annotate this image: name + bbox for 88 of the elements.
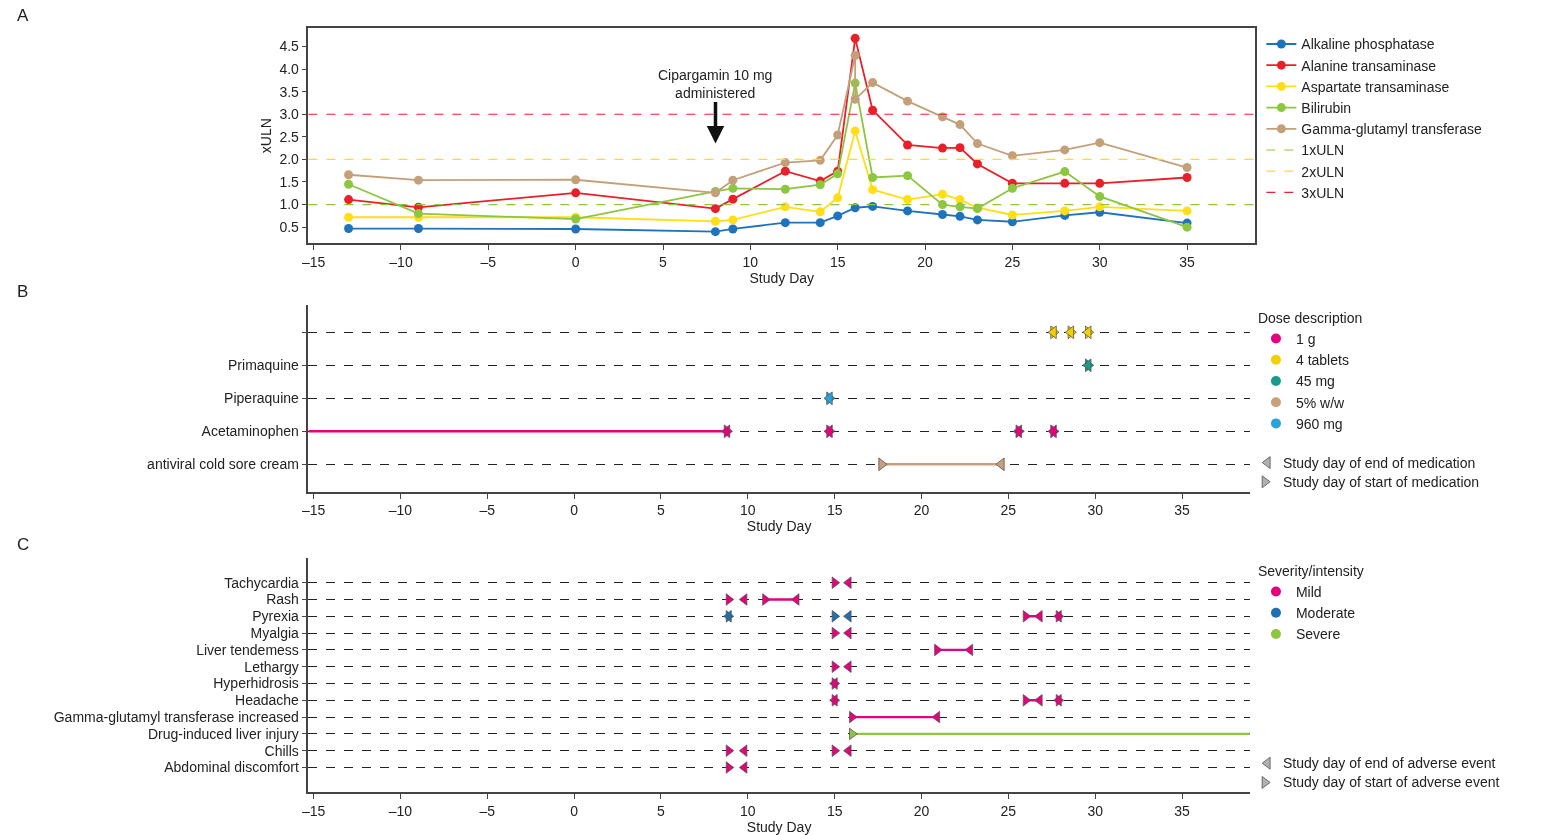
x-tick-label: 35 (1174, 502, 1191, 519)
x-tick-label: –5 (480, 253, 497, 270)
y-axis-title: xULN (258, 118, 275, 154)
y-tick-label: 4.5 (279, 38, 300, 55)
x-tick-label: 15 (826, 802, 843, 819)
legend-label: Bilirubin (1301, 100, 1352, 117)
legend-label: 1xULN (1301, 142, 1345, 159)
x-tick-label: 5 (659, 253, 668, 270)
legend-label: Moderate (1295, 605, 1356, 622)
y-tick-label: Acetaminophen (201, 423, 299, 440)
y-tick-label: Abdominal discomfort (164, 759, 299, 776)
x-tick-label: –10 (388, 802, 413, 819)
legend-label: Alkaline phosphatase (1301, 36, 1435, 53)
y-tick-label: Headache (235, 692, 300, 709)
x-tick-label: 20 (913, 802, 930, 819)
x-tick-label: 0 (570, 502, 579, 519)
y-tick-label: 1.5 (279, 173, 300, 190)
legend-label: 3xULN (1301, 184, 1345, 201)
text: Study day of start of adverse event (1283, 774, 1500, 790)
x-tick-label: 25 (1000, 502, 1017, 519)
legend-label: 45 mg (1295, 373, 1335, 390)
legend-label: 5% w/w (1295, 394, 1346, 411)
text: B (17, 282, 29, 301)
y-tick-label: antiviral cold sore cream (147, 456, 299, 473)
legend-label: Mild (1295, 584, 1322, 601)
legend-label: 4 tablets (1295, 352, 1349, 369)
x-tick-label: 20 (917, 253, 934, 270)
y-tick-label: Chills (264, 742, 299, 759)
y-tick-label: 3.0 (279, 106, 300, 123)
x-tick-label: 10 (740, 802, 756, 819)
x-tick-label: 30 (1087, 502, 1104, 519)
text: Study day of end of medication (1283, 455, 1476, 471)
y-tick-label: Hyperhidrosis (213, 675, 299, 692)
legend-label: Alanine transaminase (1301, 57, 1437, 74)
y-tick-label: Myalgia (250, 625, 300, 641)
x-tick-label: –5 (479, 802, 496, 819)
x-tick-label: 0 (571, 253, 580, 270)
x-tick-label: 25 (1000, 802, 1017, 819)
text: C (17, 535, 30, 554)
x-tick-label: –15 (301, 802, 326, 819)
x-tick-label: –15 (301, 253, 326, 270)
x-tick-label: 35 (1179, 253, 1196, 270)
y-tick-label: 2.5 (279, 128, 300, 145)
x-tick-label: 15 (829, 253, 846, 270)
x-axis-title: Study Day (746, 518, 812, 535)
x-tick-label: 10 (740, 502, 756, 519)
y-tick-label: Drug-induced liver injury (147, 725, 299, 742)
y-tick-label: 1.0 (279, 196, 300, 213)
y-tick-label: Gamma-glutamyl transferase increased (53, 709, 299, 725)
y-tick-label: 3.5 (279, 83, 300, 100)
text: Study day of start of medication (1283, 474, 1480, 490)
y-tick-label: 2.0 (279, 151, 300, 168)
y-tick-label: Liver tendemess (196, 641, 299, 658)
y-tick-label: Tachycardia (224, 574, 300, 591)
x-axis-title: Study Day (746, 818, 812, 835)
legend-label: Gamma-glutamyl transferase (1301, 121, 1483, 138)
annotation: Cipargamin 10 mg administered (658, 67, 773, 102)
x-tick-label: 15 (826, 502, 843, 519)
legend-title: Severity/intensity (1257, 562, 1364, 579)
legend-label: Aspartate transaminase (1301, 78, 1450, 95)
x-tick-label: –5 (479, 502, 496, 519)
y-tick-label: Rash (266, 591, 299, 608)
x-tick-label: 10 (742, 253, 759, 270)
legend-label: 1 g (1295, 331, 1316, 348)
x-tick-label: 30 (1091, 253, 1108, 270)
text: Study day of end of adverse event (1283, 755, 1496, 771)
x-tick-label: 20 (913, 502, 930, 519)
x-tick-label: –10 (389, 253, 413, 270)
x-tick-label: –15 (301, 502, 326, 519)
y-tick-label: Primaquine (228, 357, 300, 374)
legend-title: Dose description (1257, 309, 1363, 326)
y-tick-label: Piperaquine (224, 390, 300, 407)
y-tick-label: Lethargy (244, 658, 299, 675)
x-tick-label: 5 (657, 802, 666, 819)
text: A (17, 6, 29, 25)
x-tick-label: 35 (1174, 802, 1191, 819)
x-tick-label: 30 (1087, 802, 1104, 819)
x-tick-label: 5 (657, 502, 666, 519)
legend-label: 2xULN (1301, 163, 1345, 180)
x-axis-title: Study Day (749, 269, 815, 286)
y-tick-label: Pyrexia (252, 608, 300, 625)
y-tick-label: 4.0 (279, 60, 300, 77)
x-tick-label: –10 (388, 502, 413, 519)
y-tick-label: 0.5 (279, 219, 300, 236)
x-tick-label: 25 (1004, 253, 1021, 270)
legend-label: Severe (1295, 626, 1341, 643)
x-tick-label: 0 (570, 802, 579, 819)
legend-label: 960 mg (1295, 415, 1343, 432)
